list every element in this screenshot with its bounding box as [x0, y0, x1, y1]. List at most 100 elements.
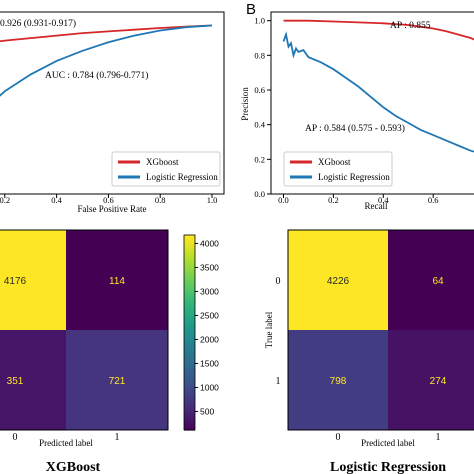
colorbar-segment	[184, 277, 195, 282]
colorbar-tick-label: 1000	[200, 382, 219, 392]
colorbar-segment	[184, 384, 195, 389]
pr-ytick-label: 0.8	[254, 50, 265, 60]
colorbar-segment	[184, 283, 195, 288]
colorbar-segment	[184, 274, 195, 278]
roc-annotation-xgb: 0.926 (0.931-0.917)	[0, 18, 76, 29]
cm-xgb-panel: 4176 114 351 721 0 1 Predicted label XGBoos…	[0, 229, 219, 474]
cm-lr-frame	[287, 229, 474, 431]
roc-xtick-label: 0.8	[155, 195, 166, 205]
cm-lr-cell-0-0	[288, 230, 388, 330]
colorbar-segment	[184, 365, 195, 369]
colorbar-segment	[184, 378, 195, 382]
colorbar-segment	[184, 270, 195, 275]
cm-xgb-cell-value-0-1: 114	[109, 276, 125, 287]
roc-xtick-label: 0.4	[51, 195, 62, 205]
roc-axes-frame	[0, 11, 225, 195]
roc-x-ticks: 0.2 0.4 0.6 0.8 1.0	[0, 194, 217, 205]
pr-xtick-label: 0.2	[328, 195, 339, 205]
colorbar-segment	[184, 329, 195, 334]
colorbar-segment	[184, 339, 195, 343]
colorbar-segment	[184, 381, 195, 386]
colorbar-segment	[184, 391, 195, 395]
colorbar-segment	[184, 332, 195, 337]
colorbar-segment	[184, 374, 195, 379]
pr-line-lr	[282, 31, 474, 153]
pr-annotation-lr: AP : 0.584 (0.575 - 0.593)	[305, 123, 405, 134]
cm-xgb-frame	[0, 229, 169, 431]
colorbar-segment	[184, 358, 195, 363]
roc-line-lr	[0, 24, 213, 97]
pr-axes-frame	[270, 11, 474, 195]
panel-label-b: B	[246, 1, 256, 18]
roc-xlabel: False Positive Rate	[78, 204, 147, 214]
cm-xgb-xlabel: Predicted label	[39, 438, 93, 448]
colorbar-segment	[184, 267, 195, 272]
colorbar-segment	[184, 303, 195, 308]
pr-panel: B 0.00.20.40.60.80.00.20.40.60.81.0 Reca…	[240, 1, 474, 211]
pr-ytick-label: 0.0	[254, 189, 265, 199]
cm-xgb-cell-1-1	[66, 330, 168, 430]
cm-lr-cell-value-0-0: 4226	[327, 276, 350, 287]
roc-curves	[0, 24, 213, 97]
cm-xgb-cell-value-1-1: 721	[109, 376, 126, 387]
colorbar-segment	[184, 319, 195, 324]
cm-xgb-xtick-0: 0	[13, 432, 18, 443]
colorbar-segment	[184, 413, 195, 418]
cm-xgb-cells: 4176 114 351 721	[0, 229, 169, 431]
colorbar-tick-label: 4000	[200, 238, 219, 248]
pr-legend-label-lr: Logistic Regression	[318, 172, 390, 182]
colorbar-segment	[184, 348, 195, 353]
colorbar-segment	[184, 244, 195, 249]
pr-annotation-xgb: AP : 0.855	[390, 21, 431, 31]
colorbar-segment	[184, 371, 195, 376]
cm-xgb-cell-value-0-0: 4176	[4, 276, 27, 287]
colorbar-segment	[184, 368, 195, 373]
colorbar-segment	[184, 352, 195, 356]
pr-xtick-label: 0.0	[278, 195, 289, 205]
roc-annotation-lr: AUC : 0.784 (0.796-0.771)	[45, 70, 148, 81]
colorbar-segment	[184, 335, 195, 340]
cm-lr-ytick-1: 1	[276, 376, 281, 387]
colorbar-segment	[184, 361, 195, 366]
colorbar-segment	[184, 394, 195, 399]
cm-lr-cells: 4226 64 798 274	[287, 229, 474, 431]
pr-xlabel: Recall	[365, 201, 388, 211]
pr-ticks: 0.00.20.40.60.80.00.20.40.60.81.0	[254, 16, 439, 205]
colorbar-segment	[184, 290, 195, 295]
colorbar-tick-label: 500	[200, 406, 214, 416]
cm-lr-cell-value-1-0: 798	[330, 376, 347, 387]
colorbar-tick-label: 2000	[200, 334, 219, 344]
pr-legend: XGboost Logistic Regression	[283, 151, 393, 187]
cm-xgb-xtick-1: 1	[115, 432, 120, 443]
cm-lr-xtick-0: 0	[336, 432, 341, 443]
pr-line-xgb	[283, 19, 474, 41]
colorbar-segment	[184, 280, 195, 285]
colorbar-segment	[184, 423, 195, 428]
colorbar-segment	[184, 251, 195, 256]
roc-legend-label-lr: Logistic Regression	[146, 172, 218, 182]
colorbar-segment	[184, 420, 195, 425]
roc-xtick-label: 0.6	[103, 195, 114, 205]
colorbar-segment	[184, 261, 195, 265]
colorbar-tick-label: 3000	[200, 286, 219, 296]
roc-panel: 0.2 0.4 0.6 0.8 1.0 False Positive Rate 0.92…	[0, 11, 225, 214]
colorbar-segment	[184, 410, 195, 415]
colorbar-segment	[184, 417, 195, 421]
pr-xtick-label: 0.6	[428, 195, 439, 205]
pr-ytick-label: 1.0	[254, 16, 265, 26]
colorbar-segment	[184, 296, 195, 301]
cm-xgb-title: XGBoost	[46, 460, 101, 474]
colorbar-segment	[184, 313, 195, 317]
colorbar-segment	[184, 235, 195, 239]
colorbar-segment	[184, 287, 195, 291]
colorbar-segment	[184, 426, 195, 431]
colorbar-segment	[184, 397, 195, 402]
cm-lr-xtick-1: 1	[436, 432, 441, 443]
roc-xtick-label: 0.2	[0, 195, 10, 205]
colorbar-segment	[184, 342, 195, 347]
cm-lr-cell-value-0-1: 64	[432, 276, 444, 287]
cm-lr-xlabel: Predicted label	[361, 438, 415, 448]
colorbar-segment	[184, 309, 195, 314]
roc-xtick-label: 1.0	[207, 195, 218, 205]
